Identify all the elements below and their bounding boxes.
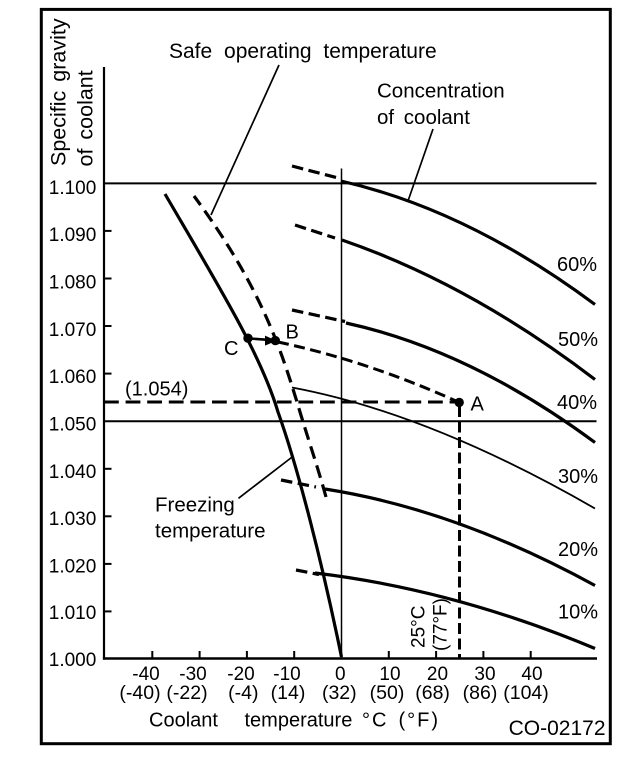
svg-text:-40: -40 [132,664,159,685]
svg-text:B: B [286,322,299,344]
svg-text:(-40): (-40) [119,682,160,704]
svg-text:1.010: 1.010 [49,603,97,624]
svg-text:(32): (32) [322,682,357,704]
svg-text:Coolant: Coolant [149,710,218,732]
svg-text:(104): (104) [503,682,549,704]
svg-text:10%: 10% [558,602,598,624]
svg-text:1.100: 1.100 [49,178,97,199]
svg-text:20: 20 [427,664,448,685]
svg-text:-20: -20 [227,664,254,685]
svg-text:Safe operating temperature: Safe operating temperature [169,40,437,63]
svg-text:CO-02172: CO-02172 [509,717,606,740]
svg-text:30: 30 [474,664,495,685]
svg-text:1.080: 1.080 [49,273,97,294]
svg-text:Specific gravity: Specific gravity [46,18,70,166]
svg-text:A: A [471,394,485,416]
svg-text:1.030: 1.030 [49,509,97,530]
svg-text:1.070: 1.070 [49,320,97,341]
svg-text:30%: 30% [558,466,598,488]
svg-text:of coolant: of coolant [377,106,470,129]
svg-text:Concentration: Concentration [377,80,505,103]
svg-text:(1.054): (1.054) [125,379,188,401]
svg-text:1.050: 1.050 [49,415,97,436]
svg-text:(-4): (-4) [228,682,258,704]
svg-text:(50): (50) [370,682,405,704]
svg-text:25°C: 25°C [409,606,430,648]
svg-text:1.000: 1.000 [49,650,97,671]
svg-text:temperature: temperature [245,710,353,732]
svg-text:(68): (68) [415,682,450,704]
svg-text:10: 10 [379,664,400,685]
svg-text:60%: 60% [557,254,597,276]
svg-text:temperature: temperature [155,520,266,543]
svg-text:Freezing: Freezing [155,494,235,517]
svg-text:40%: 40% [557,392,597,414]
svg-text:(-22): (-22) [166,682,207,704]
svg-text:1.040: 1.040 [49,462,97,483]
svg-text:(86): (86) [463,682,498,704]
svg-text:-30: -30 [179,664,206,685]
svg-text:-10: -10 [273,664,300,685]
svg-text:(14): (14) [271,682,306,704]
svg-text:1.060: 1.060 [49,367,97,388]
svg-text:50%: 50% [558,329,598,351]
svg-text:of coolant: of coolant [73,70,97,166]
svg-text:40: 40 [521,664,542,685]
svg-text:(77°F): (77°F) [431,598,452,651]
svg-text:1.020: 1.020 [49,556,97,577]
svg-text:1.090: 1.090 [49,225,97,246]
svg-text:20%: 20% [558,539,598,561]
svg-text:°C (°F): °C (°F) [362,710,440,732]
svg-text:C: C [224,338,238,360]
svg-text:0: 0 [335,664,346,685]
